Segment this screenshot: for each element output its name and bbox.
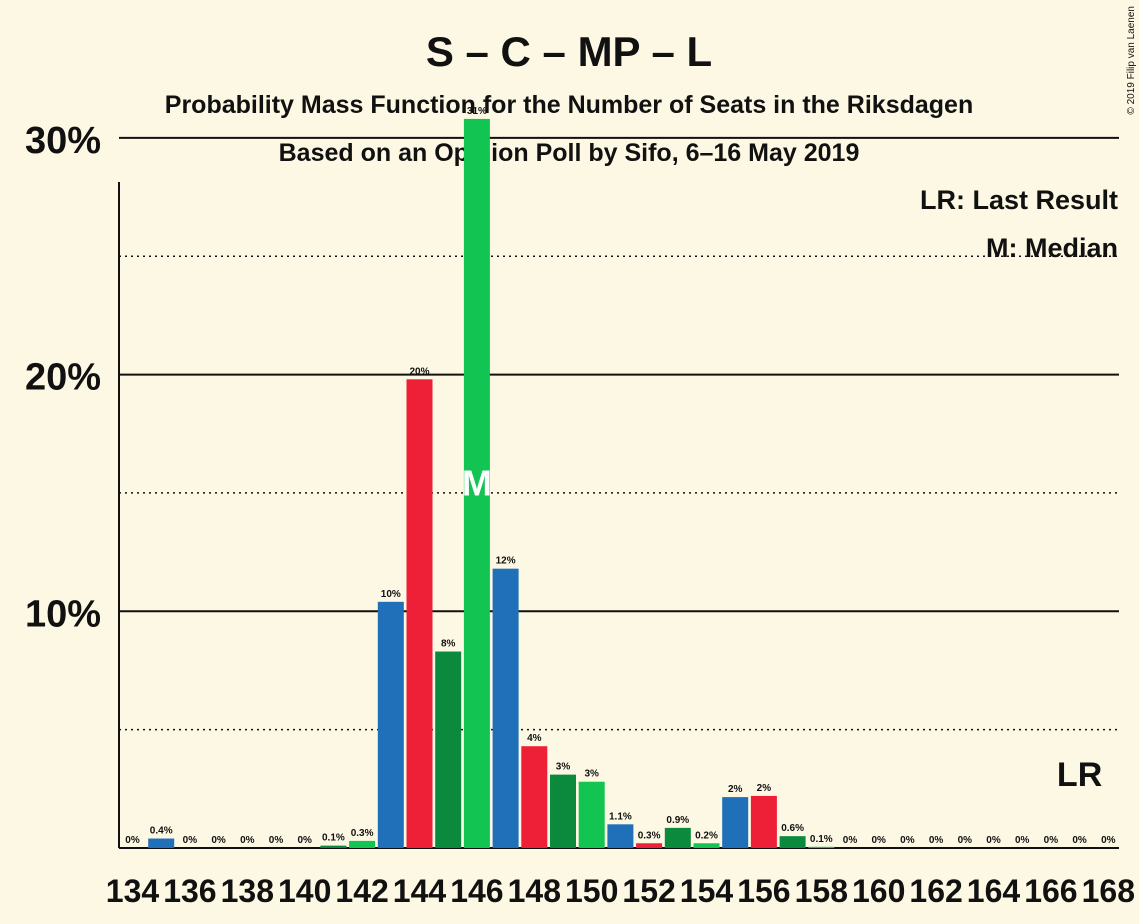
x-tick-label: 148 [508, 873, 561, 909]
bar-data-label: 0% [929, 835, 944, 846]
x-tick-label: 168 [1082, 873, 1135, 909]
copyright-note: © 2019 Filip van Laenen [1126, 6, 1137, 115]
bar-data-label: 0.1% [810, 834, 833, 845]
bar-seat-145 [435, 651, 462, 848]
bar-data-label: 0% [871, 835, 886, 846]
bar-data-label: 0.6% [781, 823, 804, 834]
bar-data-label: 0% [183, 835, 198, 846]
bar-data-label: 10% [381, 589, 401, 600]
markers-group: M LR [462, 462, 1102, 794]
x-tick-label: 162 [909, 873, 962, 909]
bar-data-label: 31% [467, 106, 487, 117]
bar-data-label: 0% [900, 835, 915, 846]
x-tick-label: 150 [565, 873, 618, 909]
median-marker: M [462, 462, 492, 503]
bar-data-label: 0% [1044, 835, 1059, 846]
legend-median: M: Median [986, 233, 1118, 263]
bar-data-label: 0.3% [638, 830, 661, 841]
bar-seat-146 [463, 118, 490, 848]
bar-seat-156 [750, 795, 777, 848]
bar-data-label: 2% [757, 783, 772, 794]
bar-data-label: 0% [958, 835, 973, 846]
bar-data-label: 0.1% [322, 833, 345, 844]
gridlines [119, 136, 1119, 849]
bar-seat-144 [406, 379, 433, 848]
legend-last-result: LR: Last Result [920, 185, 1118, 215]
bar-seat-157 [779, 836, 806, 848]
bar-seat-147 [492, 568, 519, 848]
bar-data-label: 0% [843, 835, 858, 846]
chart-title: S – C – MP – L [426, 28, 712, 75]
bar-data-label: 20% [409, 366, 429, 377]
bar-data-label: 0% [240, 835, 255, 846]
bar-data-label: 8% [441, 639, 456, 650]
x-tick-label: 144 [393, 873, 447, 909]
last-result-marker: LR [1057, 756, 1102, 794]
bar-data-label: 0% [125, 835, 140, 846]
bar-labels-group: 0% 0.4% 0% 0% 0% 0% 0% 0.1% 0.3% 10% 20% 8% 31% 12% 4%… [125, 106, 1115, 846]
y-tick-label: 30% [25, 120, 101, 162]
x-tick-labels: 134 136 138 140 142 144 146 148 150 152 154 156 158 1… [106, 873, 1135, 909]
bars-group [148, 118, 835, 848]
x-tick-label: 134 [106, 873, 160, 909]
x-tick-label: 166 [1024, 873, 1077, 909]
x-tick-label: 152 [622, 873, 675, 909]
x-tick-label: 142 [335, 873, 388, 909]
bar-data-label: 0% [269, 835, 284, 846]
x-tick-label: 160 [852, 873, 905, 909]
bar-seat-153 [664, 827, 691, 848]
bar-data-label: 3% [584, 769, 599, 780]
x-tick-label: 156 [737, 873, 790, 909]
bar-seat-148 [521, 746, 548, 848]
x-tick-label: 136 [163, 873, 216, 909]
bar-seat-158 [808, 846, 835, 848]
bar-data-label: 0% [1072, 835, 1087, 846]
x-tick-label: 164 [967, 873, 1021, 909]
bar-seat-150 [578, 781, 605, 848]
bar-seat-149 [550, 774, 576, 848]
bar-data-label: 1.1% [609, 811, 632, 822]
bar-data-label: 3% [556, 762, 571, 773]
bar-data-label: 0.2% [695, 830, 718, 841]
x-tick-label: 154 [680, 873, 734, 909]
bar-seat-151 [607, 824, 634, 848]
bar-data-label: 0% [297, 835, 312, 846]
x-tick-label: 146 [450, 873, 503, 909]
x-tick-label: 138 [221, 873, 274, 909]
y-tick-labels: 10% 20% 30% [25, 120, 101, 635]
bar-data-label: 4% [527, 733, 542, 744]
x-tick-label: 158 [795, 873, 848, 909]
bar-data-label: 0.3% [351, 828, 374, 839]
bar-seat-155 [722, 797, 749, 848]
bar-data-label: 0.4% [150, 826, 173, 837]
bar-data-label: 0% [211, 835, 226, 846]
bar-data-label: 0% [1015, 835, 1030, 846]
bar-data-label: 2% [728, 784, 743, 795]
bar-data-label: 0% [1101, 835, 1116, 846]
bar-seat-141 [320, 845, 347, 848]
bar-data-label: 12% [496, 556, 516, 567]
chart-subtitle-2: Based on an Opinion Poll by Sifo, 6–16 M… [279, 139, 860, 167]
bar-seat-152 [636, 843, 663, 848]
bar-seat-143 [377, 601, 404, 848]
bar-data-label: 0.9% [666, 815, 689, 826]
x-tick-label: 140 [278, 873, 331, 909]
y-tick-label: 20% [25, 357, 101, 399]
y-tick-label: 10% [25, 593, 101, 635]
bar-data-label: 0% [986, 835, 1001, 846]
chart-subtitle-1: Probability Mass Function for the Number… [165, 91, 973, 119]
bar-seat-142 [349, 840, 376, 848]
bar-seat-154 [693, 843, 720, 848]
bar-seat-135 [148, 838, 175, 848]
